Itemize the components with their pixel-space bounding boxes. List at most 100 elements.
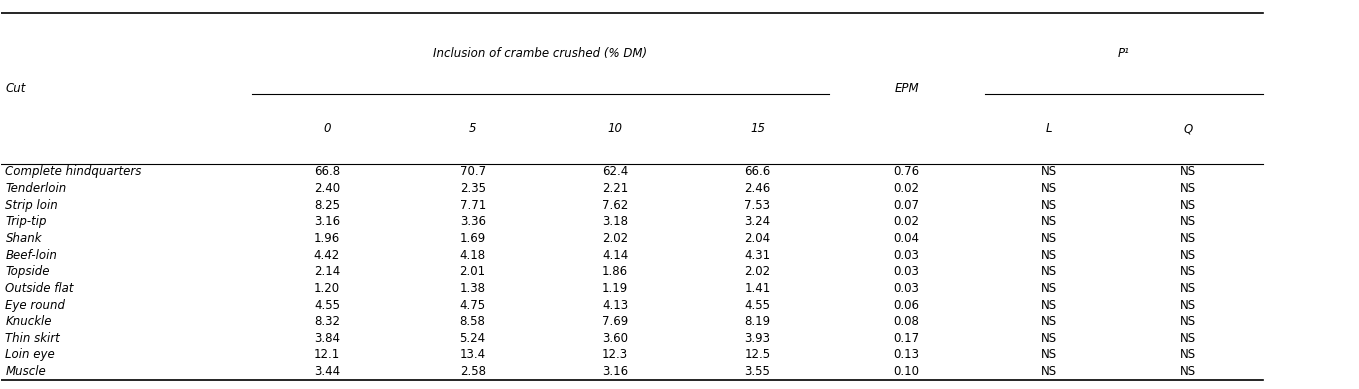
Text: Tenderloin: Tenderloin xyxy=(5,182,67,195)
Text: NS: NS xyxy=(1180,165,1196,179)
Text: 3.93: 3.93 xyxy=(745,332,771,345)
Text: 8.58: 8.58 xyxy=(459,315,485,328)
Text: 4.42: 4.42 xyxy=(314,249,340,262)
Text: P¹: P¹ xyxy=(1117,47,1129,60)
Text: NS: NS xyxy=(1041,282,1057,295)
Text: Inclusion of crambe crushed (% DM): Inclusion of crambe crushed (% DM) xyxy=(434,47,647,60)
Text: 0.08: 0.08 xyxy=(894,315,920,328)
Text: 0.17: 0.17 xyxy=(894,332,920,345)
Text: 4.13: 4.13 xyxy=(602,298,628,312)
Text: 2.21: 2.21 xyxy=(602,182,628,195)
Text: 2.04: 2.04 xyxy=(745,232,771,245)
Text: 0.02: 0.02 xyxy=(894,216,920,228)
Text: 3.24: 3.24 xyxy=(745,216,771,228)
Text: NS: NS xyxy=(1041,298,1057,312)
Text: L: L xyxy=(1046,123,1052,135)
Text: NS: NS xyxy=(1180,199,1196,212)
Text: Q: Q xyxy=(1184,123,1193,135)
Text: 62.4: 62.4 xyxy=(602,165,628,179)
Text: NS: NS xyxy=(1180,349,1196,361)
Text: Outside flat: Outside flat xyxy=(5,282,73,295)
Text: 3.36: 3.36 xyxy=(459,216,485,228)
Text: Cut: Cut xyxy=(5,82,26,95)
Text: 5: 5 xyxy=(469,123,477,135)
Text: 1.86: 1.86 xyxy=(602,265,628,278)
Text: 4.75: 4.75 xyxy=(459,298,485,312)
Text: NS: NS xyxy=(1180,265,1196,278)
Text: NS: NS xyxy=(1041,349,1057,361)
Text: NS: NS xyxy=(1041,315,1057,328)
Text: 10: 10 xyxy=(607,123,622,135)
Text: 0.03: 0.03 xyxy=(894,249,920,262)
Text: 2.01: 2.01 xyxy=(459,265,485,278)
Text: 0.07: 0.07 xyxy=(894,199,920,212)
Text: 2.35: 2.35 xyxy=(459,182,485,195)
Text: Loin eye: Loin eye xyxy=(5,349,56,361)
Text: 12.1: 12.1 xyxy=(314,349,340,361)
Text: 7.62: 7.62 xyxy=(602,199,628,212)
Text: NS: NS xyxy=(1041,265,1057,278)
Text: NS: NS xyxy=(1041,232,1057,245)
Text: 0.06: 0.06 xyxy=(894,298,920,312)
Text: NS: NS xyxy=(1180,332,1196,345)
Text: NS: NS xyxy=(1180,315,1196,328)
Text: Strip loin: Strip loin xyxy=(5,199,58,212)
Text: 2.14: 2.14 xyxy=(314,265,340,278)
Text: 0: 0 xyxy=(323,123,330,135)
Text: Shank: Shank xyxy=(5,232,42,245)
Text: 2.58: 2.58 xyxy=(459,365,485,378)
Text: 0.13: 0.13 xyxy=(894,349,920,361)
Text: NS: NS xyxy=(1180,232,1196,245)
Text: 7.69: 7.69 xyxy=(602,315,628,328)
Text: Topside: Topside xyxy=(5,265,50,278)
Text: 2.02: 2.02 xyxy=(745,265,771,278)
Text: 2.46: 2.46 xyxy=(745,182,771,195)
Text: NS: NS xyxy=(1180,216,1196,228)
Text: Complete hindquarters: Complete hindquarters xyxy=(5,165,141,179)
Text: NS: NS xyxy=(1180,365,1196,378)
Text: 3.16: 3.16 xyxy=(602,365,628,378)
Text: 4.31: 4.31 xyxy=(745,249,771,262)
Text: 15: 15 xyxy=(750,123,765,135)
Text: 7.71: 7.71 xyxy=(459,199,485,212)
Text: Muscle: Muscle xyxy=(5,365,46,378)
Text: 0.02: 0.02 xyxy=(894,182,920,195)
Text: 1.19: 1.19 xyxy=(602,282,628,295)
Text: 4.55: 4.55 xyxy=(745,298,771,312)
Text: 66.8: 66.8 xyxy=(314,165,340,179)
Text: 5.24: 5.24 xyxy=(459,332,485,345)
Text: 3.55: 3.55 xyxy=(745,365,771,378)
Text: 7.53: 7.53 xyxy=(745,199,771,212)
Text: 12.5: 12.5 xyxy=(745,349,771,361)
Text: 0.10: 0.10 xyxy=(894,365,920,378)
Text: 2.40: 2.40 xyxy=(314,182,340,195)
Text: 1.69: 1.69 xyxy=(459,232,485,245)
Text: Thin skirt: Thin skirt xyxy=(5,332,60,345)
Text: 3.84: 3.84 xyxy=(314,332,340,345)
Text: EPM: EPM xyxy=(894,82,919,95)
Text: 13.4: 13.4 xyxy=(459,349,485,361)
Text: 66.6: 66.6 xyxy=(745,165,771,179)
Text: 8.19: 8.19 xyxy=(745,315,771,328)
Text: NS: NS xyxy=(1180,298,1196,312)
Text: 3.60: 3.60 xyxy=(602,332,628,345)
Text: Eye round: Eye round xyxy=(5,298,65,312)
Text: 3.18: 3.18 xyxy=(602,216,628,228)
Text: 0.04: 0.04 xyxy=(894,232,920,245)
Text: Trip-tip: Trip-tip xyxy=(5,216,48,228)
Text: 3.16: 3.16 xyxy=(314,216,340,228)
Text: 4.14: 4.14 xyxy=(602,249,628,262)
Text: 70.7: 70.7 xyxy=(459,165,485,179)
Text: 1.20: 1.20 xyxy=(314,282,340,295)
Text: NS: NS xyxy=(1041,365,1057,378)
Text: 0.03: 0.03 xyxy=(894,265,920,278)
Text: Knuckle: Knuckle xyxy=(5,315,52,328)
Text: NS: NS xyxy=(1041,182,1057,195)
Text: 1.41: 1.41 xyxy=(745,282,771,295)
Text: NS: NS xyxy=(1041,332,1057,345)
Text: 3.44: 3.44 xyxy=(314,365,340,378)
Text: 1.96: 1.96 xyxy=(314,232,340,245)
Text: 0.03: 0.03 xyxy=(894,282,920,295)
Text: NS: NS xyxy=(1041,249,1057,262)
Text: NS: NS xyxy=(1041,199,1057,212)
